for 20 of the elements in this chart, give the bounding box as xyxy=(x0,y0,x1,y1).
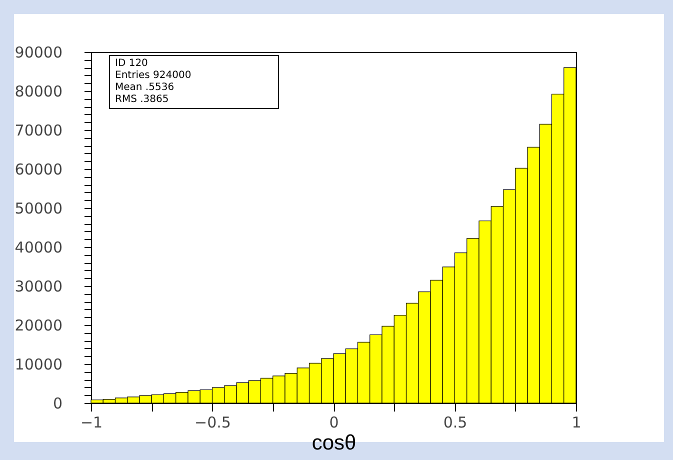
annotation: Entries 924000 xyxy=(115,70,192,82)
y-tick-label: 80000 xyxy=(14,82,62,100)
y-tick-label: 30000 xyxy=(14,278,62,296)
x-tick-label: 1 xyxy=(572,414,582,432)
x-tick-label: 0 xyxy=(329,414,339,432)
y-tick-label: 20000 xyxy=(14,316,62,334)
y-tick-label: 50000 xyxy=(14,200,62,218)
y-tick-label: 40000 xyxy=(14,238,62,256)
x-axis-title: cosθ xyxy=(312,432,356,454)
y-tick-label: 60000 xyxy=(14,160,62,178)
x-tick-label: −1 xyxy=(80,414,103,432)
annotation: RMS .3865 xyxy=(115,94,170,106)
annotation: Mean .5536 xyxy=(115,82,176,94)
y-tick-label: 70000 xyxy=(14,122,62,140)
y-tick-label: 0 xyxy=(52,394,62,412)
x-tick-label: 0.5 xyxy=(443,414,468,432)
annotation: ID 120 xyxy=(115,58,149,70)
x-tick-label: −0.5 xyxy=(194,414,231,432)
y-tick-label: 10000 xyxy=(14,356,62,374)
y-tick-label: 90000 xyxy=(14,44,62,62)
